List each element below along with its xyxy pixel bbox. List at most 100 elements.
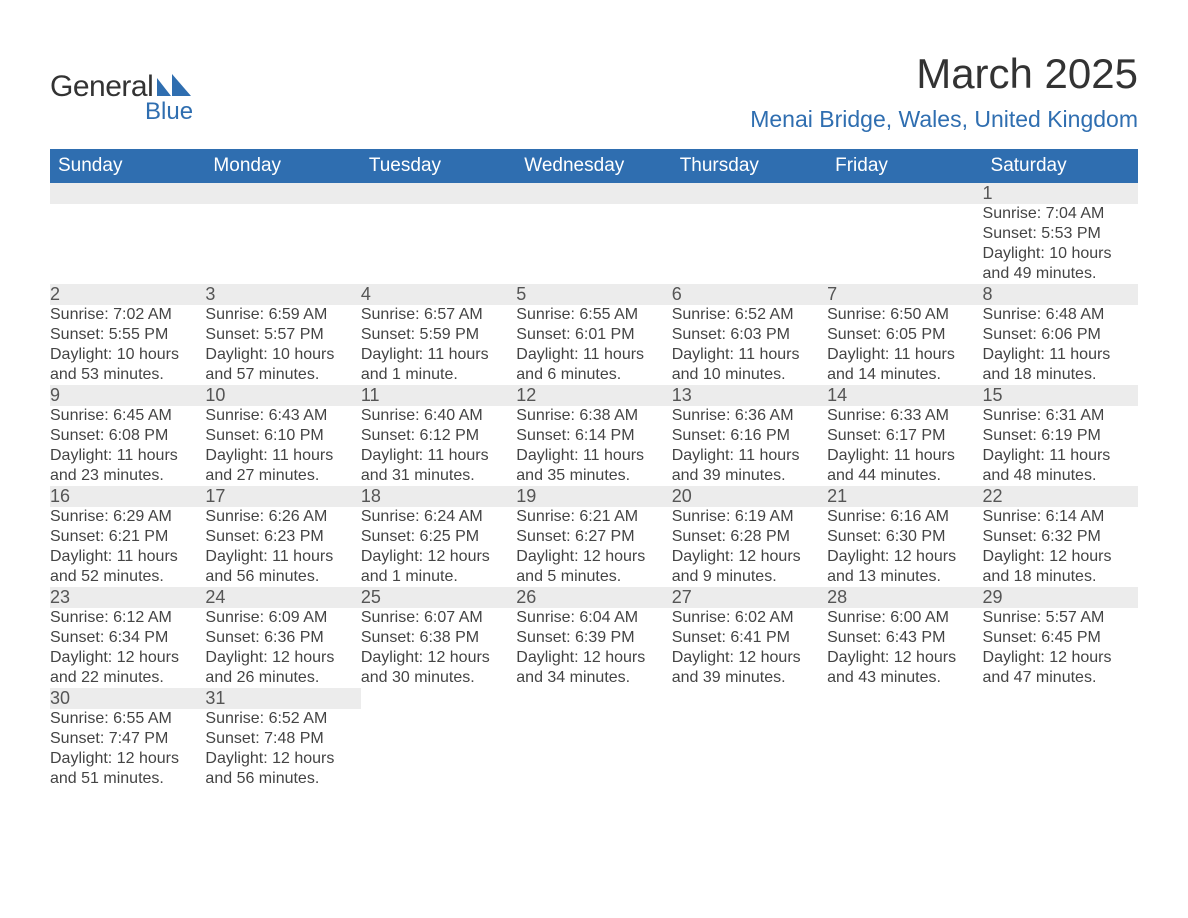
sunrise-text: Sunrise: 6:48 AM [983, 305, 1138, 325]
day-details-cell [516, 204, 671, 284]
day-details-cell: Sunrise: 6:45 AMSunset: 6:08 PMDaylight:… [50, 406, 205, 486]
day-number: 15 [983, 385, 1003, 405]
day-number: 13 [672, 385, 692, 405]
daylight-line2: and 1 minute. [361, 365, 516, 385]
day-number: 27 [672, 587, 692, 607]
sunset-text: Sunset: 6:05 PM [827, 325, 982, 345]
sunrise-text: Sunrise: 6:04 AM [516, 608, 671, 628]
day-number-cell: 3 [205, 284, 360, 305]
day-number: 4 [361, 284, 371, 304]
daylight-line2: and 5 minutes. [516, 567, 671, 587]
day-details-cell: Sunrise: 6:40 AMSunset: 6:12 PMDaylight:… [361, 406, 516, 486]
details-row: Sunrise: 7:04 AMSunset: 5:53 PMDaylight:… [50, 204, 1138, 284]
day-number-cell: 8 [983, 284, 1138, 305]
daynum-row: 16171819202122 [50, 486, 1138, 507]
daylight-line2: and 13 minutes. [827, 567, 982, 587]
day-number-cell: 24 [205, 587, 360, 608]
day-details-cell: Sunrise: 6:26 AMSunset: 6:23 PMDaylight:… [205, 507, 360, 587]
day-details-cell [983, 709, 1138, 789]
day-details-cell: Sunrise: 6:55 AMSunset: 7:47 PMDaylight:… [50, 709, 205, 789]
day-number-cell: 22 [983, 486, 1138, 507]
sunrise-text: Sunrise: 6:16 AM [827, 507, 982, 527]
day-number: 31 [205, 688, 225, 708]
day-details-cell: Sunrise: 6:09 AMSunset: 6:36 PMDaylight:… [205, 608, 360, 688]
day-details-cell: Sunrise: 6:43 AMSunset: 6:10 PMDaylight:… [205, 406, 360, 486]
day-number-cell: 18 [361, 486, 516, 507]
sunset-text: Sunset: 6:45 PM [983, 628, 1138, 648]
day-details-cell: Sunrise: 6:02 AMSunset: 6:41 PMDaylight:… [672, 608, 827, 688]
sunset-text: Sunset: 5:53 PM [983, 224, 1138, 244]
day-details-cell: Sunrise: 6:52 AMSunset: 6:03 PMDaylight:… [672, 305, 827, 385]
sunset-text: Sunset: 6:38 PM [361, 628, 516, 648]
day-number-cell: 21 [827, 486, 982, 507]
sunrise-text: Sunrise: 6:43 AM [205, 406, 360, 426]
daylight-line1: Daylight: 12 hours [361, 547, 516, 567]
day-details-cell: Sunrise: 7:04 AMSunset: 5:53 PMDaylight:… [983, 204, 1138, 284]
title-block: March 2025 Menai Bridge, Wales, United K… [750, 50, 1138, 143]
day-details-cell: Sunrise: 6:59 AMSunset: 5:57 PMDaylight:… [205, 305, 360, 385]
day-number-cell [361, 688, 516, 709]
weekday-wednesday: Wednesday [516, 149, 671, 183]
sunset-text: Sunset: 6:14 PM [516, 426, 671, 446]
daylight-line1: Daylight: 12 hours [50, 648, 205, 668]
sunrise-text: Sunrise: 6:45 AM [50, 406, 205, 426]
daylight-line2: and 6 minutes. [516, 365, 671, 385]
day-number: 28 [827, 587, 847, 607]
day-details-cell: Sunrise: 6:52 AMSunset: 7:48 PMDaylight:… [205, 709, 360, 789]
sunset-text: Sunset: 5:55 PM [50, 325, 205, 345]
weekday-thursday: Thursday [672, 149, 827, 183]
daylight-line1: Daylight: 12 hours [827, 648, 982, 668]
daylight-line1: Daylight: 11 hours [205, 446, 360, 466]
day-details-cell [361, 204, 516, 284]
day-number-cell [827, 183, 982, 204]
day-details-cell: Sunrise: 6:31 AMSunset: 6:19 PMDaylight:… [983, 406, 1138, 486]
daylight-line1: Daylight: 11 hours [205, 547, 360, 567]
day-number: 9 [50, 385, 60, 405]
day-details-cell [50, 204, 205, 284]
weekday-friday: Friday [827, 149, 982, 183]
day-number-cell: 5 [516, 284, 671, 305]
sunrise-text: Sunrise: 6:55 AM [50, 709, 205, 729]
day-number-cell [672, 688, 827, 709]
daylight-line1: Daylight: 11 hours [516, 345, 671, 365]
daylight-line2: and 18 minutes. [983, 365, 1138, 385]
sunrise-text: Sunrise: 6:33 AM [827, 406, 982, 426]
day-number-cell: 14 [827, 385, 982, 406]
day-number: 24 [205, 587, 225, 607]
daylight-line1: Daylight: 12 hours [516, 648, 671, 668]
day-details-cell: Sunrise: 6:55 AMSunset: 6:01 PMDaylight:… [516, 305, 671, 385]
daylight-line2: and 10 minutes. [672, 365, 827, 385]
day-details-cell [672, 709, 827, 789]
day-details-cell: Sunrise: 6:33 AMSunset: 6:17 PMDaylight:… [827, 406, 982, 486]
daylight-line2: and 48 minutes. [983, 466, 1138, 486]
daylight-line1: Daylight: 11 hours [50, 446, 205, 466]
day-number-cell [672, 183, 827, 204]
sunset-text: Sunset: 6:43 PM [827, 628, 982, 648]
location-subtitle: Menai Bridge, Wales, United Kingdom [750, 106, 1138, 133]
day-details-cell: Sunrise: 6:14 AMSunset: 6:32 PMDaylight:… [983, 507, 1138, 587]
day-number-cell: 26 [516, 587, 671, 608]
day-number-cell [205, 183, 360, 204]
sunset-text: Sunset: 6:23 PM [205, 527, 360, 547]
daylight-line2: and 31 minutes. [361, 466, 516, 486]
day-details-cell: Sunrise: 6:19 AMSunset: 6:28 PMDaylight:… [672, 507, 827, 587]
day-number-cell [50, 183, 205, 204]
day-number-cell: 16 [50, 486, 205, 507]
daylight-line2: and 39 minutes. [672, 466, 827, 486]
weekday-sunday: Sunday [50, 149, 205, 183]
daylight-line2: and 44 minutes. [827, 466, 982, 486]
daylight-line2: and 30 minutes. [361, 668, 516, 688]
weekday-tuesday: Tuesday [361, 149, 516, 183]
daylight-line1: Daylight: 11 hours [672, 345, 827, 365]
sunset-text: Sunset: 6:12 PM [361, 426, 516, 446]
daylight-line2: and 47 minutes. [983, 668, 1138, 688]
day-number-cell: 12 [516, 385, 671, 406]
sunrise-text: Sunrise: 6:52 AM [672, 305, 827, 325]
sunrise-text: Sunrise: 6:07 AM [361, 608, 516, 628]
sunrise-text: Sunrise: 6:12 AM [50, 608, 205, 628]
daylight-line1: Daylight: 11 hours [983, 446, 1138, 466]
day-details-cell: Sunrise: 6:50 AMSunset: 6:05 PMDaylight:… [827, 305, 982, 385]
day-number-cell: 29 [983, 587, 1138, 608]
day-number-cell: 10 [205, 385, 360, 406]
sunrise-text: Sunrise: 7:02 AM [50, 305, 205, 325]
